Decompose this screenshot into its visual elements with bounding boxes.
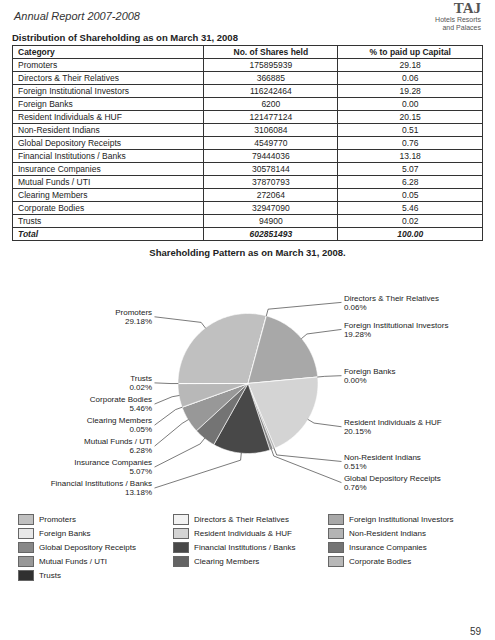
html-text:Foreign Banks: Foreign Banks <box>18 98 73 109</box>
svg-text:Financial Institutions / Banks: Financial Institutions / Banks13.18% <box>51 479 152 497</box>
html-text:6200: 6200 <box>261 98 281 109</box>
html-text:0.06: 0.06 <box>401 72 419 83</box>
svg-text:Insurance Companies5.07%: Insurance Companies5.07% <box>74 458 152 476</box>
html-text:Insurance Companies: Insurance Companies <box>18 163 101 174</box>
html-text:Hotels Resorts and Palaces: Hotels Resorts and Palaces <box>435 15 481 31</box>
html-text:Non-Resident Indians: Non-Resident Indians <box>349 529 426 538</box>
svg-text:Directors & Their Relatives0.0: Directors & Their Relatives0.06% <box>344 294 439 312</box>
html-text:5.46: 5.46 <box>401 202 419 213</box>
html-text:Financial Institutions / Banks: Financial Institutions / Banks <box>18 150 126 161</box>
html-text:Global Depository Receipts: Global Depository Receipts <box>39 543 136 552</box>
svg-text:Corporate Bodies5.46%: Corporate Bodies5.46% <box>90 395 152 413</box>
html-text:0.76: 0.76 <box>401 137 419 148</box>
html-text:94900: 94900 <box>259 215 283 226</box>
svg-text:Non-Resident Indians0.51%: Non-Resident Indians0.51% <box>344 453 421 471</box>
html-text:366885: 366885 <box>256 72 285 83</box>
html-text:Financial Institutions / Banks: Financial Institutions / Banks <box>194 543 296 552</box>
html-text:Promoters: Promoters <box>39 515 76 524</box>
html-text:79444036: 79444036 <box>251 150 290 161</box>
html-text:Mutual Funds / UTI: Mutual Funds / UTI <box>39 557 107 566</box>
html-text:Distribution of Shareholding a: Distribution of Shareholding as on March… <box>12 32 238 43</box>
html-text:No. of Shares held: No. of Shares held <box>233 46 309 57</box>
svg-text:Resident Individuals & HUF20.1: Resident Individuals & HUF20.15% <box>344 418 442 436</box>
html-text:175895939: 175895939 <box>249 59 293 70</box>
html-text:30578144: 30578144 <box>251 163 290 174</box>
html-text:Corporate Bodies: Corporate Bodies <box>349 557 412 566</box>
html-text:Foreign Banks: Foreign Banks <box>39 529 91 538</box>
html-text:Total: Total <box>18 228 38 239</box>
html-text:Resident Individuals & HUF: Resident Individuals & HUF <box>18 111 122 122</box>
html-text:0.00: 0.00 <box>401 98 419 109</box>
html-text:Foreign Institutional Investor: Foreign Institutional Investors <box>349 515 454 524</box>
html-text:59: 59 <box>469 626 481 637</box>
html-text:0.02: 0.02 <box>401 215 419 226</box>
html-text:100.00: 100.00 <box>397 228 424 239</box>
html-text:4549770: 4549770 <box>254 137 288 148</box>
html-text:Directors & Their Relatives: Directors & Their Relatives <box>18 72 119 83</box>
html-text:13.18: 13.18 <box>399 150 421 161</box>
svg-text:Clearing Members0.05%: Clearing Members0.05% <box>87 416 152 434</box>
svg-text:Global Depository Receipts0.76: Global Depository Receipts0.76% <box>344 474 441 492</box>
html-text:Resident Individuals & HUF: Resident Individuals & HUF <box>194 529 292 538</box>
html-text:% to paid up Capital: % to paid up Capital <box>369 46 451 57</box>
html-text:6.28: 6.28 <box>401 176 419 187</box>
html-text:Trusts: Trusts <box>18 215 42 226</box>
html-text:272064: 272064 <box>256 189 285 200</box>
svg-text:Mutual Funds / UTI6.28%: Mutual Funds / UTI6.28% <box>84 437 152 455</box>
html-text:Shareholding Pattern as on Mar: Shareholding Pattern as on March 31, 200… <box>149 247 346 258</box>
html-text:32947090: 32947090 <box>251 202 290 213</box>
html-text:Promoters: Promoters <box>18 59 58 70</box>
html-text:602851493: 602851493 <box>249 228 293 239</box>
html-text:121477124: 121477124 <box>249 111 293 122</box>
html-text:Corporate Bodies: Corporate Bodies <box>18 202 85 213</box>
svg-text:Promoters29.18%: Promoters29.18% <box>115 308 152 326</box>
html-text:Mutual Funds / UTI: Mutual Funds / UTI <box>18 176 91 187</box>
html-text:3106084: 3106084 <box>254 124 288 135</box>
html-text:116242464: 116242464 <box>249 85 292 96</box>
svg-text:Trusts0.02%: Trusts0.02% <box>129 374 152 392</box>
html-text:Trusts: Trusts <box>39 571 61 580</box>
svg-text:Foreign Banks0.00%: Foreign Banks0.00% <box>344 367 396 385</box>
html-text:Category: Category <box>18 46 55 57</box>
html-text:TAJ: TAJ <box>453 0 481 16</box>
svg-text:Foreign Institutional Investor: Foreign Institutional Investors19.28% <box>344 321 449 339</box>
html-text:Foreign Institutional Investor: Foreign Institutional Investors <box>18 85 129 96</box>
html-text:37870793: 37870793 <box>251 176 290 187</box>
html-text:Non-Resident Indians: Non-Resident Indians <box>18 124 100 135</box>
html-text:Directors & Their Relatives: Directors & Their Relatives <box>194 515 289 524</box>
html-text:19.28: 19.28 <box>399 85 421 96</box>
html-text:0.05: 0.05 <box>401 189 419 200</box>
html-text:20.15: 20.15 <box>399 111 421 122</box>
html-text:Annual Report 2007-2008: Annual Report 2007-2008 <box>14 10 140 22</box>
html-text:5.07: 5.07 <box>401 163 419 174</box>
html-text:29.18: 29.18 <box>399 59 421 70</box>
html-text:0.51: 0.51 <box>401 124 419 135</box>
html-text:Clearing Members: Clearing Members <box>18 189 88 200</box>
html-text:Global Depository Receipts: Global Depository Receipts <box>18 137 121 148</box>
html-text:Insurance Companies: Insurance Companies <box>349 543 427 552</box>
html-text:Clearing Members: Clearing Members <box>194 557 260 566</box>
